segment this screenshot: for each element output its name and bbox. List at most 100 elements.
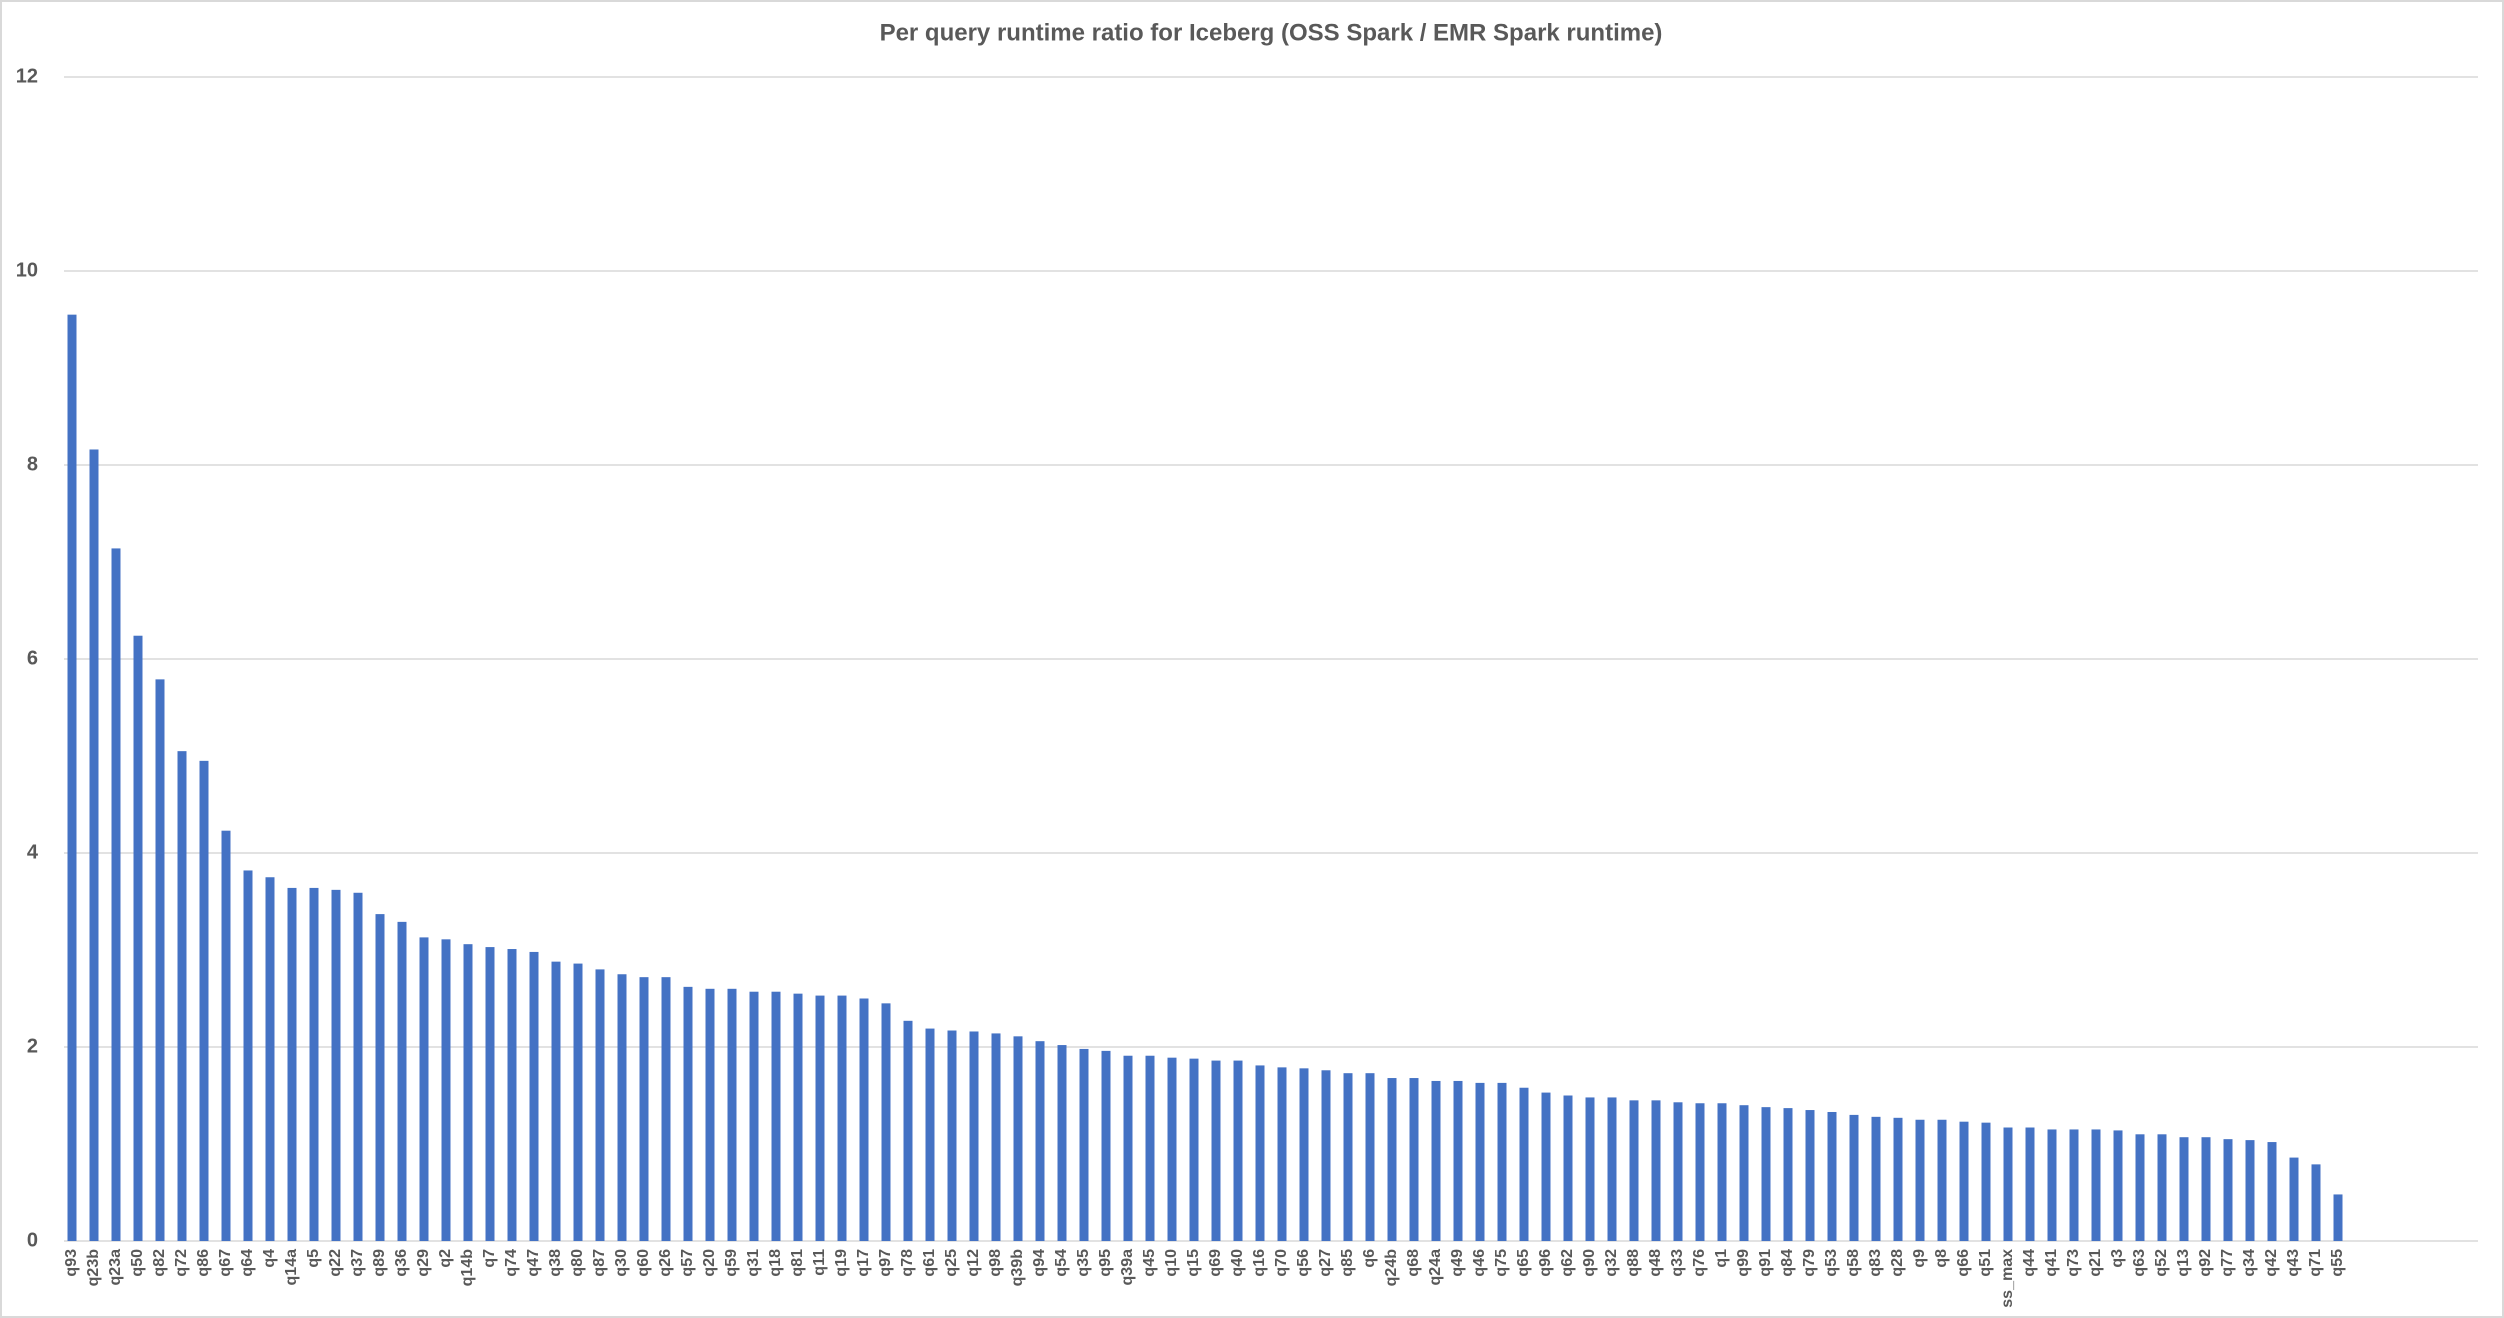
bar xyxy=(1453,1080,1463,1241)
bar xyxy=(793,993,803,1241)
bar xyxy=(859,998,869,1241)
bar xyxy=(397,921,407,1241)
x-tick-label: q60 xyxy=(635,1249,652,1277)
x-tick-label: q50 xyxy=(129,1249,146,1277)
bar xyxy=(1145,1055,1155,1241)
x-tick-label: q37 xyxy=(349,1249,366,1277)
y-tick-label: 6 xyxy=(27,647,38,669)
x-tick-label: q43 xyxy=(2285,1249,2302,1277)
bar xyxy=(1651,1100,1661,1241)
x-tick-label: q4 xyxy=(261,1249,278,1268)
bar xyxy=(947,1030,957,1241)
bar xyxy=(1629,1100,1639,1241)
bar xyxy=(89,449,99,1242)
x-tick-label: q77 xyxy=(2219,1249,2236,1277)
x-tick-label: q76 xyxy=(1691,1249,1708,1277)
x-tick-label: q62 xyxy=(1559,1249,1576,1277)
x-tick-label: q33 xyxy=(1669,1249,1686,1277)
x-tick-label: q7 xyxy=(481,1249,498,1268)
bar xyxy=(1915,1119,1925,1241)
x-tick-label: q22 xyxy=(327,1249,344,1277)
bar xyxy=(2201,1137,2211,1241)
x-tick-label: q24a xyxy=(1427,1249,1444,1286)
x-tick-label: q64 xyxy=(239,1249,256,1277)
x-tick-label: q78 xyxy=(899,1249,916,1277)
bar xyxy=(1365,1073,1375,1241)
x-tick-label: q19 xyxy=(833,1249,850,1277)
x-tick-label: q97 xyxy=(877,1249,894,1277)
bar xyxy=(221,830,231,1241)
bar xyxy=(199,760,209,1241)
x-tick-label: q71 xyxy=(2307,1249,2324,1277)
bar xyxy=(1871,1116,1881,1241)
x-tick-label: q44 xyxy=(2021,1249,2038,1277)
bar xyxy=(111,548,121,1241)
x-tick-label: q10 xyxy=(1163,1249,1180,1277)
bar xyxy=(551,961,561,1241)
x-tick-label: q83 xyxy=(1867,1249,1884,1277)
bar xyxy=(2091,1129,2101,1241)
bar xyxy=(2003,1127,2013,1241)
bar xyxy=(485,947,495,1241)
bar xyxy=(837,995,847,1241)
x-tick-label: q61 xyxy=(921,1249,938,1277)
bar xyxy=(2223,1139,2233,1241)
bar xyxy=(1761,1107,1771,1241)
x-tick-label: q28 xyxy=(1889,1249,1906,1277)
x-tick-label: q65 xyxy=(1515,1249,1532,1277)
bar xyxy=(1827,1111,1837,1241)
bar xyxy=(1057,1045,1067,1241)
x-tick-label: q38 xyxy=(547,1249,564,1277)
bar xyxy=(1233,1060,1243,1241)
x-tick-label: q41 xyxy=(2043,1249,2060,1277)
bar xyxy=(1497,1082,1507,1241)
bar xyxy=(1475,1082,1485,1241)
bar xyxy=(441,939,451,1241)
bar xyxy=(1519,1087,1529,1241)
x-tick-label: q92 xyxy=(2197,1249,2214,1277)
x-tick-label: q58 xyxy=(1845,1249,1862,1277)
bar xyxy=(1409,1078,1419,1241)
x-tick-label: q84 xyxy=(1779,1249,1796,1277)
bar xyxy=(969,1031,979,1241)
bar xyxy=(2069,1129,2079,1241)
x-tick-label: q11 xyxy=(811,1249,828,1276)
x-tick-label: q89 xyxy=(371,1249,388,1277)
bar xyxy=(529,951,539,1241)
bar xyxy=(1079,1048,1089,1241)
x-tick-label: q52 xyxy=(2153,1249,2170,1277)
bar xyxy=(683,986,693,1241)
x-tick-label: q6 xyxy=(1361,1249,1378,1268)
bar xyxy=(2311,1164,2321,1241)
bar xyxy=(309,887,319,1241)
x-tick-label: q48 xyxy=(1647,1249,1664,1277)
bar xyxy=(1981,1122,1991,1241)
x-tick-label: q59 xyxy=(723,1249,740,1277)
y-tick-label: 2 xyxy=(27,1035,38,1057)
x-tick-label: q18 xyxy=(767,1249,784,1277)
bar xyxy=(1277,1067,1287,1241)
x-tick-label: q81 xyxy=(789,1249,806,1277)
bar xyxy=(1035,1041,1045,1241)
bar xyxy=(2157,1134,2167,1241)
x-tick-label: q73 xyxy=(2065,1249,2082,1277)
x-tick-label: q14a xyxy=(283,1249,300,1286)
x-tick-label: q16 xyxy=(1251,1249,1268,1277)
bar xyxy=(2333,1194,2343,1241)
bar xyxy=(573,963,583,1241)
bar xyxy=(705,988,715,1241)
bar xyxy=(1431,1080,1441,1241)
x-tick-label: q67 xyxy=(217,1249,234,1277)
bar xyxy=(1343,1073,1353,1241)
x-tick-label: q82 xyxy=(151,1249,168,1277)
y-tick-label: 0 xyxy=(27,1229,38,1251)
bar xyxy=(1805,1110,1815,1241)
x-tick-label: q30 xyxy=(613,1249,630,1277)
x-tick-label: q35 xyxy=(1075,1249,1092,1277)
x-tick-label: q26 xyxy=(657,1249,674,1277)
bar xyxy=(1893,1117,1903,1241)
x-tick-label: q54 xyxy=(1053,1249,1070,1277)
x-tick-label: q27 xyxy=(1317,1249,1334,1277)
bar xyxy=(177,751,187,1241)
bar xyxy=(2135,1134,2145,1241)
